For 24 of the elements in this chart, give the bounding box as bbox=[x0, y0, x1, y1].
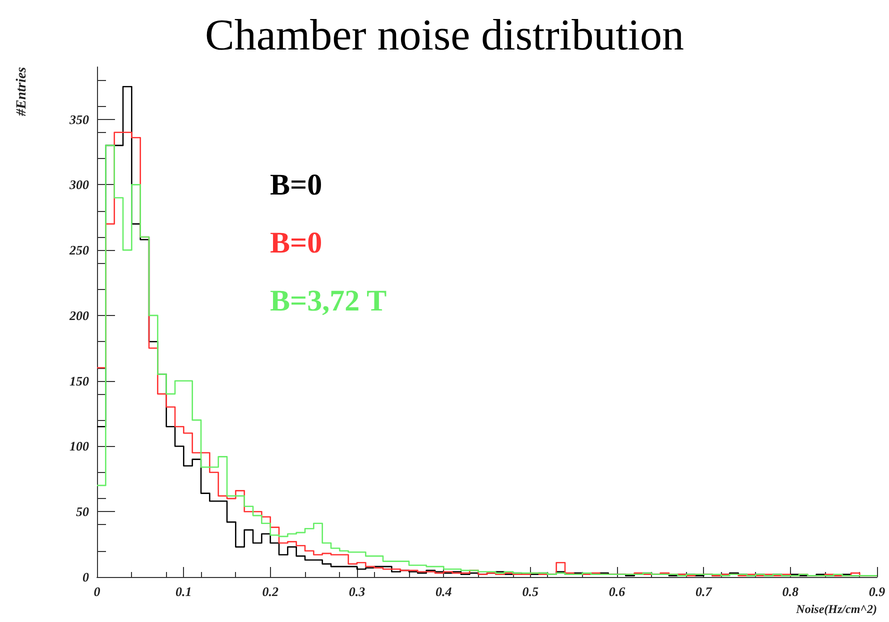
y-tick-label: 100 bbox=[70, 438, 90, 454]
x-tick-label: 0.9 bbox=[868, 584, 886, 599]
x-tick-label: 0.3 bbox=[348, 584, 366, 599]
x-tick-label: 0.5 bbox=[522, 584, 539, 599]
y-tick-label: 150 bbox=[70, 373, 90, 388]
y-tick-label: 300 bbox=[68, 177, 90, 192]
y-tick-label: 200 bbox=[68, 308, 90, 323]
y-tick-label: 250 bbox=[68, 242, 90, 258]
x-tick-label: 0.6 bbox=[608, 584, 626, 599]
x-tick-label: 0.2 bbox=[262, 584, 279, 599]
y-tick-label: 0 bbox=[82, 570, 90, 584]
text: B=0 bbox=[270, 168, 322, 202]
x-tick-label: 0.8 bbox=[782, 584, 799, 599]
text: B=0 bbox=[270, 226, 322, 260]
x-axis-title: Noise(Hz/cm^2) bbox=[795, 602, 877, 616]
x-tick-label: 0 bbox=[94, 584, 101, 599]
y-tick-label: 50 bbox=[76, 504, 90, 520]
y-tick-label: 350 bbox=[68, 112, 90, 127]
text: B=3,72 T bbox=[270, 284, 387, 318]
chart-title: Chamber noise distribution bbox=[204, 10, 684, 60]
x-tick-label: 0.7 bbox=[696, 584, 712, 599]
y-axis-title: #Entries bbox=[14, 66, 30, 118]
x-tick-label: 0.4 bbox=[436, 584, 452, 599]
x-tick-label: 0.1 bbox=[176, 584, 192, 599]
